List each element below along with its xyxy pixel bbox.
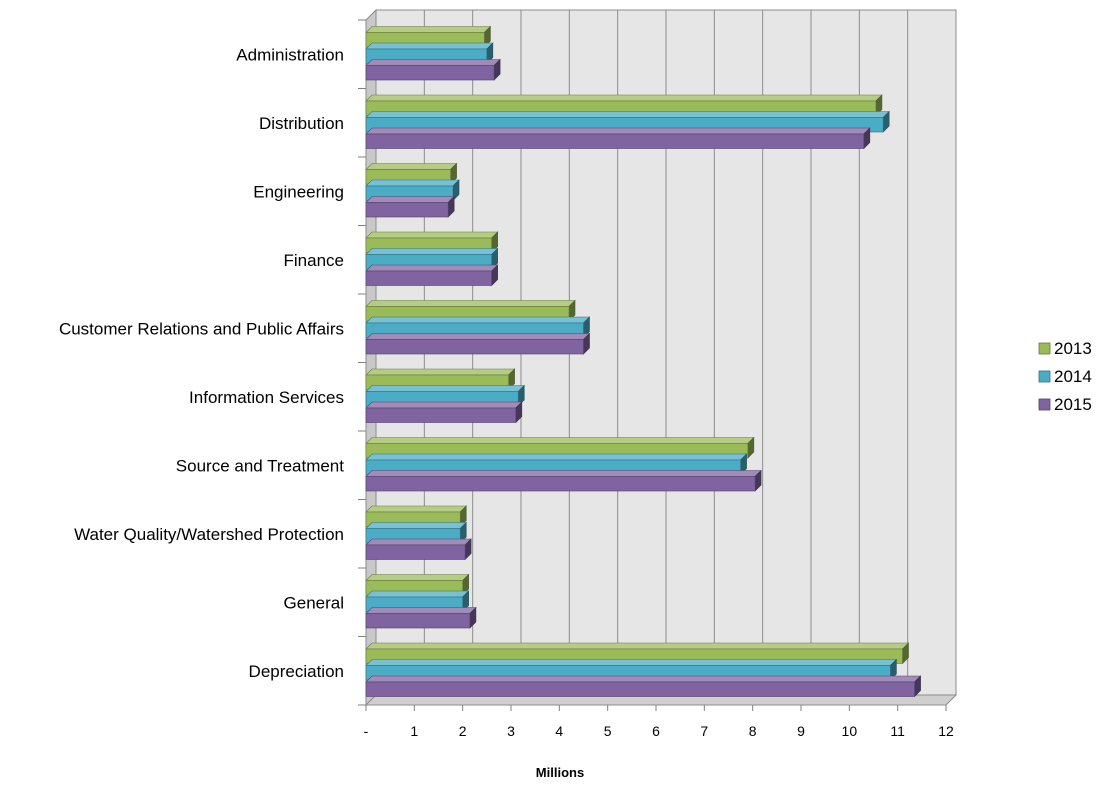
category-label: General — [284, 593, 344, 612]
bars — [365, 25, 922, 698]
bar-2015 — [365, 127, 871, 150]
legend-item: 2015 — [1038, 395, 1092, 414]
legend-label: 2013 — [1054, 339, 1092, 358]
x-tick-label: - — [364, 723, 369, 739]
bar-2015 — [365, 58, 501, 81]
category-label: Water Quality/Watershed Protection — [74, 525, 344, 544]
bar-2015 — [365, 538, 472, 561]
bar-2015 — [365, 195, 455, 218]
x-tick-label: 8 — [749, 723, 757, 739]
category-label: Administration — [236, 45, 344, 64]
x-tick-label: 3 — [507, 723, 515, 739]
category-label: Information Services — [189, 388, 344, 407]
category-labels: Administration Distribution Engineering Fin… — [59, 45, 344, 681]
x-tick-label: 12 — [938, 723, 954, 739]
legend-label: 2014 — [1054, 367, 1092, 386]
bar-2015 — [365, 469, 762, 492]
x-axis-title: Millions — [536, 765, 584, 780]
category-label: Distribution — [259, 114, 344, 133]
x-tick-label: 5 — [604, 723, 612, 739]
x-tick-labels: -1 2 3 4 5 6 7 8 9 10 11 12 — [364, 723, 954, 739]
bar-2015 — [365, 332, 591, 355]
category-label: Depreciation — [249, 662, 344, 681]
category-label: Engineering — [253, 182, 344, 201]
x-tick-label: 1 — [410, 723, 418, 739]
x-tick-label: 9 — [797, 723, 805, 739]
plot-floor — [358, 19, 958, 711]
legend-swatch — [1038, 398, 1051, 411]
legend: 2013 2014 2015 — [1038, 339, 1092, 414]
category-label: Finance — [284, 251, 344, 270]
bar-2015 — [365, 401, 523, 424]
bar-2015 — [365, 264, 499, 287]
bar-2015 — [365, 675, 922, 698]
legend-label: 2015 — [1054, 395, 1092, 414]
legend-item: 2013 — [1038, 339, 1092, 358]
x-tick-label: 11 — [890, 723, 905, 739]
x-tick-label: 2 — [459, 723, 467, 739]
x-tick-label: 10 — [842, 723, 858, 739]
x-tick-label: 7 — [700, 723, 708, 739]
bar-2015 — [365, 606, 477, 629]
category-label: Source and Treatment — [176, 456, 344, 475]
category-label: Customer Relations and Public Affairs — [59, 319, 344, 338]
x-tick-label: 6 — [652, 723, 660, 739]
x-tick-label: 4 — [555, 723, 563, 739]
legend-swatch — [1038, 370, 1051, 383]
legend-item: 2014 — [1038, 367, 1092, 386]
legend-swatch — [1038, 342, 1051, 355]
